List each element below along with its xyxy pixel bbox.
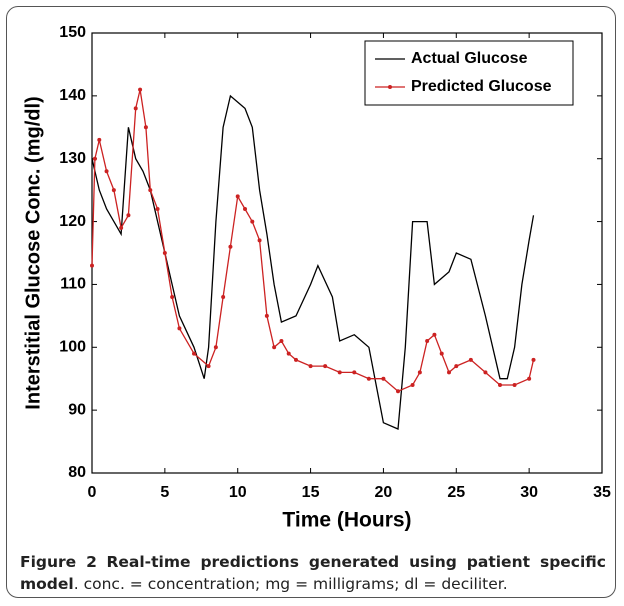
point-marker [337,370,342,375]
point-marker [228,244,233,249]
point-marker [439,351,444,356]
point-marker [111,188,116,193]
chart: Time (Hours) Interstitial Glucose Conc. … [22,24,611,532]
point-marker [417,370,422,375]
point-marker [381,376,386,381]
point-marker [92,156,97,161]
legend-label: Actual Glucose [411,50,528,67]
x-tick-label: 20 [375,484,393,501]
caption-text: . conc. = concentration; mg = milligrams… [73,575,508,593]
figure-frame [6,6,616,598]
caption-label: Figure 2 [20,553,97,571]
point-marker [432,332,437,337]
point-marker [170,295,175,299]
x-tick-label: 25 [447,484,465,501]
point-marker [133,106,138,111]
point-marker [366,376,371,381]
point-marker [162,251,167,255]
point-marker [352,370,357,375]
point-marker [243,207,247,211]
point-marker [447,370,451,375]
point-marker [126,213,131,218]
point-marker [177,326,182,331]
caption: Figure 2 Real-time predictions generated… [20,551,606,595]
legend-label: Predicted Glucose [411,78,552,95]
x-tick-label: 35 [593,484,611,501]
y-tick-label: 80 [68,464,86,481]
point-marker [531,357,536,362]
y-tick-label: 110 [60,276,86,293]
point-marker [104,169,109,174]
point-marker [143,125,148,130]
y-tick-label: 130 [59,150,86,167]
x-axis-label: Time (Hours) [282,509,411,532]
point-marker [286,351,291,356]
point-marker [221,295,226,299]
y-tick-label: 140 [59,87,86,104]
x-tick-label: 5 [160,484,169,501]
y-tick-label: 90 [68,401,86,418]
point-marker [192,351,196,356]
point-marker [119,225,124,230]
point-marker [97,137,102,142]
point-marker [272,345,277,350]
point-marker [396,389,400,394]
point-marker [279,339,284,343]
point-marker [250,219,255,224]
point-marker [148,188,153,193]
y-tick-label: 120 [59,213,86,230]
point-marker [425,339,430,343]
y-tick-label: 100 [59,339,86,356]
x-tick-label: 15 [302,484,320,501]
legend-marker [388,85,392,89]
x-tick-label: 0 [88,484,97,501]
y-axis-label: Interstitial Glucose Conc. (mg/dl) [22,96,44,409]
point-marker [90,263,94,268]
legend-box [364,40,574,106]
x-tick-label: 10 [229,484,247,501]
point-marker [454,364,459,369]
point-marker [410,383,415,387]
point-marker [512,383,517,387]
plot-area [91,32,603,474]
caption-title: Real-time predictions generated using pa… [20,553,606,593]
point-marker [264,313,269,318]
point-marker [323,364,328,369]
point-marker [483,370,488,375]
point-marker [294,357,298,362]
point-marker [498,383,502,387]
x-tick-label: 30 [520,484,538,501]
point-marker [308,364,313,369]
point-marker [138,87,143,92]
point-marker [155,207,160,211]
point-marker [235,194,240,199]
point-marker [468,357,473,362]
point-marker [527,376,532,381]
point-marker [257,238,262,243]
point-marker [206,364,211,369]
point-marker [213,345,218,350]
y-tick-label: 150 [59,24,86,41]
